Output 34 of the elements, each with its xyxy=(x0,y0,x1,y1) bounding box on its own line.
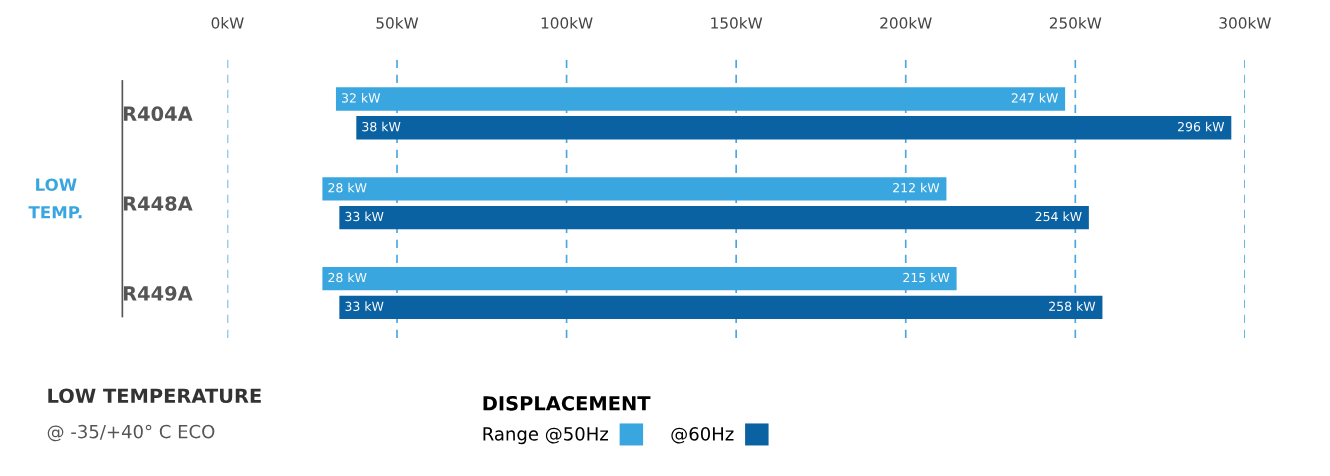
data-label: 212 kW xyxy=(893,182,940,193)
y-tick-label: R449A xyxy=(123,286,193,301)
annotation: 38 kW xyxy=(362,121,401,132)
text: @ -35/+40° C ECO xyxy=(47,424,215,442)
y-tick-label: R448A xyxy=(123,196,193,211)
data-label: 247 kW xyxy=(1011,92,1058,103)
legend-label: Range @50Hz xyxy=(483,427,609,445)
x-tick-label: 300kW xyxy=(1219,16,1271,29)
annotation: 28 kW xyxy=(328,182,367,193)
bar xyxy=(322,267,957,291)
bar xyxy=(356,116,1232,140)
annotation: 28 kW xyxy=(328,272,367,283)
text: LOW TEMP. xyxy=(28,178,82,219)
bar xyxy=(335,87,1066,111)
x-tick-label: 150kW xyxy=(711,16,763,29)
x-tick-label: 50kW xyxy=(376,16,419,29)
bar xyxy=(339,295,1103,320)
legend-title: DISPLACEMENT xyxy=(483,395,651,411)
x-tick-label: 100kW xyxy=(541,16,593,29)
bar xyxy=(322,177,947,201)
data-label: 296 kW xyxy=(1178,121,1225,132)
y-tick-label: R404A xyxy=(123,106,193,122)
annotation: 33 kW xyxy=(345,301,384,312)
x-tick-label: 250kW xyxy=(1049,16,1102,29)
text: LOW TEMPERATURE xyxy=(48,388,261,404)
annotation: 33 kW xyxy=(345,211,384,222)
data-label: 254 kW xyxy=(1035,211,1082,222)
bar xyxy=(339,205,1089,230)
legend-label: @60Hz xyxy=(671,427,734,444)
annotation: 32 kW xyxy=(342,92,381,103)
x-tick-label: 0kW xyxy=(211,16,244,29)
x-tick-label: 200kW xyxy=(880,16,932,29)
data-label: 215 kW xyxy=(903,272,950,283)
data-label: 258 kW xyxy=(1049,301,1096,312)
